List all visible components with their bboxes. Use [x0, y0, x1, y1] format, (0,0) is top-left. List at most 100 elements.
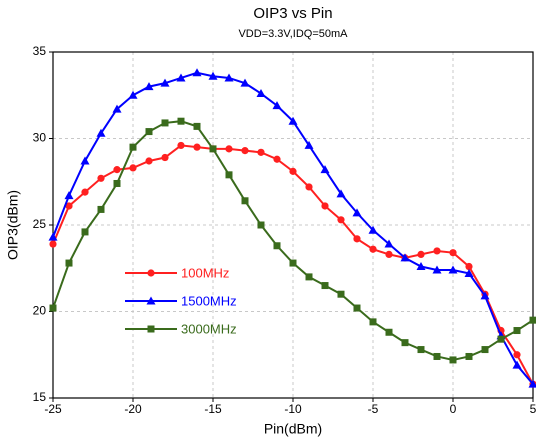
marker	[225, 171, 233, 179]
marker	[161, 153, 169, 162]
marker	[96, 128, 106, 137]
x-tick-label: 0	[450, 402, 457, 416]
marker	[401, 339, 409, 347]
marker	[336, 189, 346, 198]
marker	[81, 228, 89, 236]
marker	[145, 157, 153, 165]
marker	[321, 202, 329, 210]
marker	[81, 188, 89, 196]
marker	[448, 265, 458, 274]
marker	[353, 235, 361, 243]
marker	[449, 356, 457, 364]
marker	[240, 78, 250, 87]
legend-marker	[147, 325, 155, 333]
marker	[480, 291, 490, 300]
marker	[97, 205, 105, 213]
legend-marker	[146, 296, 156, 305]
marker	[257, 221, 265, 229]
marker	[113, 166, 121, 174]
x-tick-label: -15	[204, 402, 222, 416]
marker	[320, 165, 330, 174]
marker	[416, 262, 426, 271]
marker	[256, 89, 266, 98]
x-tick-label: -20	[124, 402, 142, 416]
series	[49, 117, 536, 364]
marker	[369, 318, 377, 326]
marker	[48, 232, 58, 241]
x-tick-label: -5	[368, 402, 379, 416]
marker	[273, 155, 281, 163]
x-tick-label: 5	[530, 402, 536, 416]
marker	[449, 249, 457, 257]
marker	[528, 379, 536, 388]
marker	[481, 346, 489, 354]
marker	[177, 117, 185, 125]
marker	[208, 71, 218, 80]
x-tick-label: -25	[44, 402, 62, 416]
marker	[512, 360, 522, 369]
marker	[432, 265, 442, 274]
marker	[400, 253, 410, 262]
marker	[352, 208, 362, 217]
marker	[289, 259, 297, 267]
marker	[337, 290, 345, 298]
marker	[497, 335, 505, 343]
marker	[464, 268, 474, 277]
plot-frame	[52, 51, 534, 399]
marker	[113, 179, 121, 187]
marker	[385, 250, 393, 259]
y-axis-title: OIP3(dBm)	[5, 190, 21, 260]
marker	[193, 143, 201, 151]
marker	[129, 164, 137, 172]
marker	[513, 327, 521, 335]
marker	[160, 78, 170, 87]
marker	[417, 250, 425, 259]
marker	[97, 174, 105, 182]
y-tick-label: 35	[33, 44, 47, 58]
marker	[144, 82, 154, 91]
marker	[305, 183, 313, 191]
marker	[417, 346, 425, 354]
marker	[513, 351, 521, 359]
marker	[49, 240, 57, 248]
y-tick-label: 25	[33, 217, 47, 231]
y-tick-label: 30	[33, 131, 47, 145]
marker	[385, 328, 393, 336]
marker	[129, 143, 137, 151]
marker	[337, 216, 345, 224]
series	[48, 68, 536, 388]
y-tick-label: 20	[33, 304, 47, 318]
marker	[161, 119, 169, 127]
marker	[257, 148, 265, 156]
marker	[241, 197, 249, 205]
marker	[288, 116, 298, 125]
marker	[64, 191, 74, 200]
marker	[49, 304, 57, 312]
legend-label: 100MHz	[181, 265, 229, 280]
marker	[128, 90, 138, 99]
marker	[209, 145, 217, 153]
marker	[465, 262, 473, 271]
x-axis-title: Pin(dBm)	[264, 421, 322, 437]
x-tick-label: -10	[284, 402, 302, 416]
y-tick-label: 15	[33, 390, 47, 404]
marker	[176, 73, 186, 82]
marker	[353, 304, 361, 312]
marker	[80, 156, 90, 165]
marker	[289, 167, 297, 175]
marker	[177, 141, 185, 150]
marker	[193, 122, 201, 130]
marker	[65, 202, 73, 210]
legend-label: 3000MHz	[181, 321, 237, 336]
marker	[241, 147, 249, 155]
marker	[224, 73, 234, 82]
marker	[305, 273, 313, 281]
marker	[192, 68, 202, 77]
marker	[368, 225, 378, 234]
marker	[529, 316, 536, 324]
marker	[465, 352, 473, 360]
marker	[321, 282, 329, 290]
marker	[112, 104, 122, 113]
chart-title: OIP3 vs Pin	[253, 5, 332, 22]
marker	[304, 140, 314, 149]
